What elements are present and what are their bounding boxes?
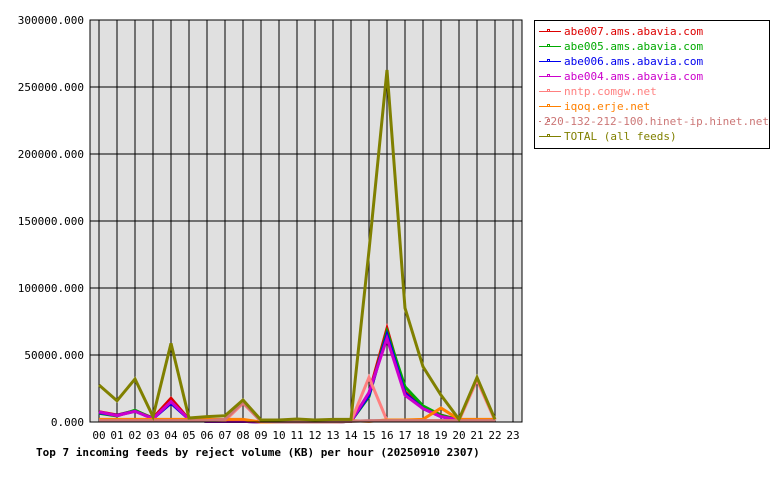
legend-swatch bbox=[539, 59, 561, 62]
x-tick-label: 08 bbox=[236, 429, 249, 442]
legend-swatch bbox=[539, 29, 561, 32]
x-tick-label: 22 bbox=[488, 429, 501, 442]
x-tick-label: 18 bbox=[416, 429, 429, 442]
x-tick-label: 09 bbox=[254, 429, 267, 442]
y-tick-label: 0.000 bbox=[51, 416, 84, 429]
y-tick-label: 50000.000 bbox=[24, 349, 84, 362]
legend-swatch bbox=[539, 104, 561, 107]
legend-item: abe007.ams.abavia.com bbox=[539, 24, 769, 39]
x-tick-label: 02 bbox=[128, 429, 141, 442]
x-tick-label: 06 bbox=[200, 429, 213, 442]
legend: abe007.ams.abavia.com abe005.ams.abavia.c… bbox=[534, 20, 770, 149]
legend-swatch bbox=[539, 89, 561, 92]
legend-swatch bbox=[539, 134, 561, 137]
legend-swatch bbox=[539, 119, 550, 122]
plot-frame bbox=[89, 19, 523, 423]
y-tick-labels: 0.000 50000.000 100000.000 150000.000 200000… bbox=[18, 14, 84, 429]
legend-item: abe005.ams.abavia.com bbox=[539, 39, 769, 54]
x-tick-label: 17 bbox=[398, 429, 411, 442]
legend-swatch bbox=[539, 74, 561, 77]
x-tick-label: 21 bbox=[470, 429, 483, 442]
legend-label: abe004.ams.abavia.com bbox=[564, 70, 704, 83]
legend-item: iqoq.erje.net bbox=[539, 99, 769, 114]
y-tick-label: 250000.000 bbox=[18, 81, 84, 94]
y-tick-label: 300000.000 bbox=[18, 14, 84, 27]
legend-label: abe005.ams.abavia.com bbox=[564, 40, 704, 53]
x-tick-label: 05 bbox=[182, 429, 195, 442]
grid bbox=[90, 19, 522, 423]
x-tick-label: 23 bbox=[506, 429, 519, 442]
x-tick-label: 20 bbox=[452, 429, 465, 442]
y-tick-label: 200000.000 bbox=[18, 148, 84, 161]
x-tick-label: 12 bbox=[308, 429, 321, 442]
chart-title: Top 7 incoming feeds by reject volume (K… bbox=[36, 446, 480, 459]
series-line-7 bbox=[98, 69, 497, 423]
y-tick-label: 100000.000 bbox=[18, 282, 84, 295]
x-tick-label: 00 bbox=[92, 429, 105, 442]
legend-label: 220-132-212-100.hinet-ip.hinet.net bbox=[543, 115, 769, 128]
legend-swatch bbox=[539, 44, 561, 47]
legend-label: TOTAL (all feeds) bbox=[564, 130, 677, 143]
legend-label: abe006.ams.abavia.com bbox=[564, 55, 704, 68]
legend-item: nntp.comgw.net bbox=[539, 84, 769, 99]
x-tick-label: 19 bbox=[434, 429, 447, 442]
legend-label: iqoq.erje.net bbox=[564, 100, 651, 113]
y-tick-label: 150000.000 bbox=[18, 215, 84, 228]
legend-item: abe006.ams.abavia.com bbox=[539, 54, 769, 69]
legend-label: nntp.comgw.net bbox=[564, 85, 657, 98]
legend-item: abe004.ams.abavia.com bbox=[539, 69, 769, 84]
x-tick-label: 15 bbox=[362, 429, 375, 442]
x-tick-label: 04 bbox=[164, 429, 178, 442]
x-tick-label: 14 bbox=[344, 429, 358, 442]
x-tick-label: 10 bbox=[272, 429, 285, 442]
legend-item: 220-132-212-100.hinet-ip.hinet.net bbox=[539, 114, 769, 129]
legend-item: TOTAL (all feeds) bbox=[539, 129, 769, 144]
x-tick-label: 07 bbox=[218, 429, 231, 442]
x-tick-labels: 00 01 02 03 04 05 06 07 08 09 10 11 12 13 14 15 16 17 18 19… bbox=[92, 429, 519, 442]
x-tick-label: 03 bbox=[146, 429, 159, 442]
x-tick-label: 01 bbox=[110, 429, 123, 442]
x-tick-label: 13 bbox=[326, 429, 339, 442]
legend-label: abe007.ams.abavia.com bbox=[564, 25, 704, 38]
x-tick-label: 11 bbox=[290, 429, 303, 442]
x-tick-label: 16 bbox=[380, 429, 393, 442]
